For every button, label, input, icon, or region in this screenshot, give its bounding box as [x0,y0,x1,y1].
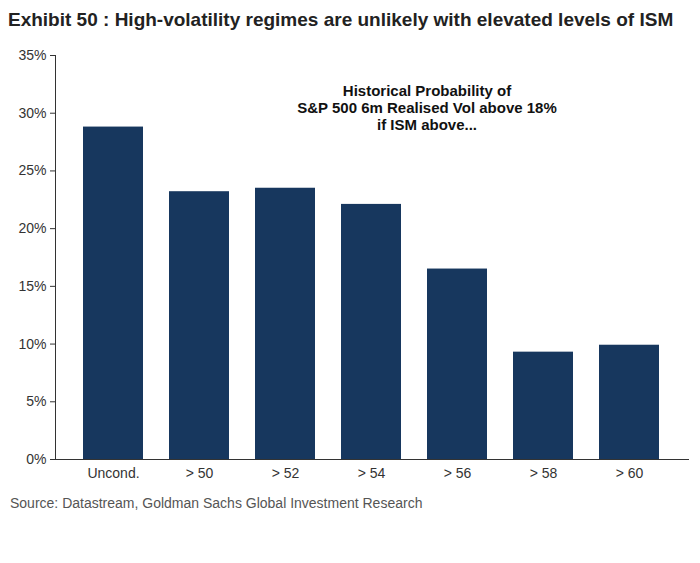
svg-text:> 54: > 54 [358,465,386,481]
svg-text:25%: 25% [18,162,46,178]
svg-text:0%: 0% [26,451,46,467]
html-text:Source: Datastream, Goldman Sa: Source: Datastream, Goldman Sachs Global… [10,494,423,511]
svg-text:10%: 10% [18,335,46,351]
svg-text:Historical Probability ofS&P 5: Historical Probability ofS&P 500 6m Real… [297,81,557,133]
svg-text:20%: 20% [18,220,46,236]
svg-text:30%: 30% [18,104,46,120]
svg-text:Uncond.: Uncond. [87,465,139,481]
svg-text:> 56: > 56 [444,465,472,481]
svg-text:> 60: > 60 [616,465,644,481]
svg-text:5%: 5% [26,393,46,409]
svg-text:> 52: > 52 [272,465,300,481]
svg-text:> 58: > 58 [530,465,558,481]
svg-text:15%: 15% [18,278,46,294]
html-text:Exhibit 50 : High-volatility r: Exhibit 50 : High-volatility regimes are… [8,9,674,30]
svg-text:> 50: > 50 [186,465,214,481]
svg-text:35%: 35% [18,47,46,63]
